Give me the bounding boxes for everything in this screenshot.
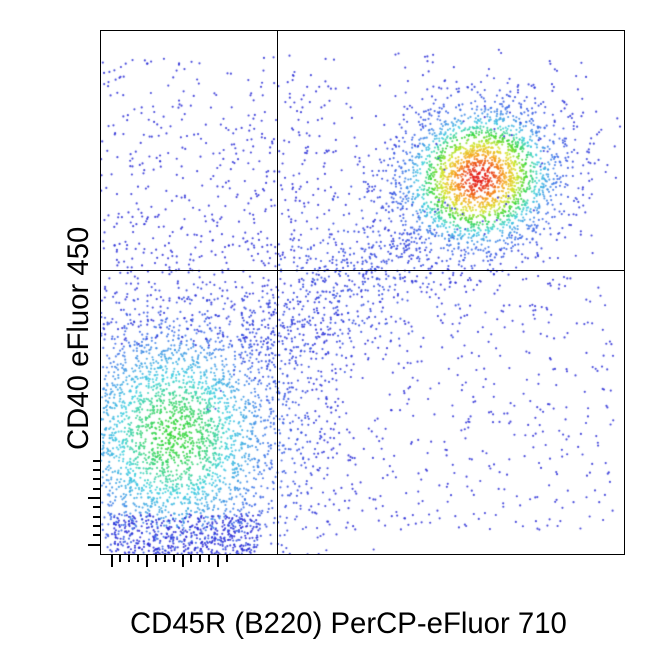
x-tick: [226, 555, 228, 562]
flow-cytometry-figure: CD40 eFluor 450 CD45R (B220) PerCP-eFluo…: [0, 0, 650, 668]
y-tick: [93, 488, 100, 490]
y-tick: [93, 534, 100, 536]
x-tick: [217, 555, 219, 567]
x-tick: [128, 555, 130, 562]
x-tick: [155, 555, 157, 562]
x-tick: [199, 555, 201, 562]
x-tick: [119, 555, 121, 562]
x-axis-label: CD45R (B220) PerCP-eFluor 710: [130, 607, 567, 641]
y-tick: [93, 469, 100, 471]
y-tick: [93, 525, 100, 527]
y-axis-label: CD40 eFluor 450: [62, 227, 96, 450]
quadrant-line-horizontal: [101, 270, 624, 271]
quadrant-line-vertical: [277, 31, 278, 554]
x-tick: [146, 555, 148, 567]
x-tick: [182, 555, 184, 567]
y-tick: [93, 506, 100, 508]
y-tick: [88, 497, 100, 499]
x-tick: [111, 555, 113, 567]
x-tick: [137, 555, 139, 562]
plot-area: [100, 30, 625, 555]
scatter-canvas: [101, 31, 625, 555]
x-tick: [173, 555, 175, 562]
y-tick: [93, 516, 100, 518]
y-tick: [88, 544, 100, 546]
x-tick: [190, 555, 192, 562]
x-tick: [164, 555, 166, 562]
y-tick: [93, 478, 100, 480]
y-tick: [93, 460, 100, 462]
x-tick: [208, 555, 210, 562]
